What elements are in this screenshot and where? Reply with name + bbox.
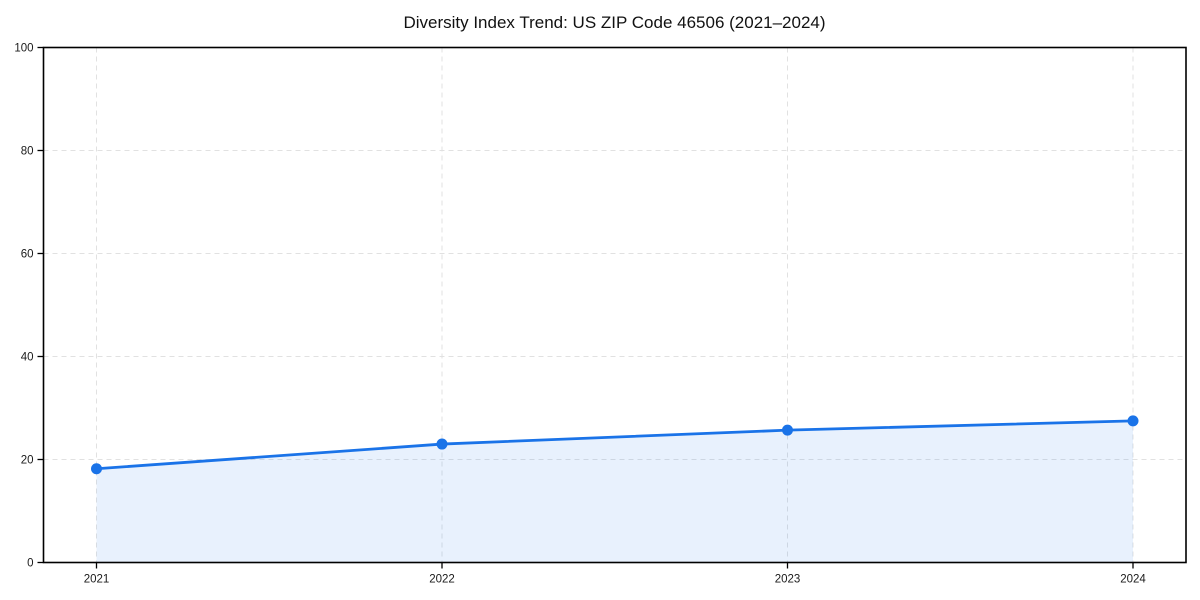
x-tick-label: 2021 — [84, 574, 110, 586]
y-tick-label: 100 — [14, 43, 33, 55]
x-tick-label: 2023 — [775, 574, 801, 586]
y-tick-label: 80 — [21, 146, 34, 158]
y-tick-label: 60 — [21, 249, 34, 261]
chart-title: Diversity Index Trend: US ZIP Code 46506… — [403, 13, 826, 32]
plot-frame — [42, 46, 1187, 564]
trend-line — [95, 419, 1135, 471]
data-point-marker-2022 — [436, 438, 448, 450]
data-point-marker-2023 — [782, 424, 793, 436]
y-tick-label: 40 — [21, 352, 34, 364]
x-tick-label: 2024 — [1120, 574, 1146, 586]
data-point-marker-2021 — [91, 463, 102, 475]
data-point-marker-2024 — [1127, 415, 1139, 427]
y-tick-label: 20 — [21, 455, 34, 467]
x-tick-label: 2022 — [429, 574, 455, 586]
area-fill — [96, 420, 1133, 563]
y-tick-label: 0 — [27, 558, 33, 570]
